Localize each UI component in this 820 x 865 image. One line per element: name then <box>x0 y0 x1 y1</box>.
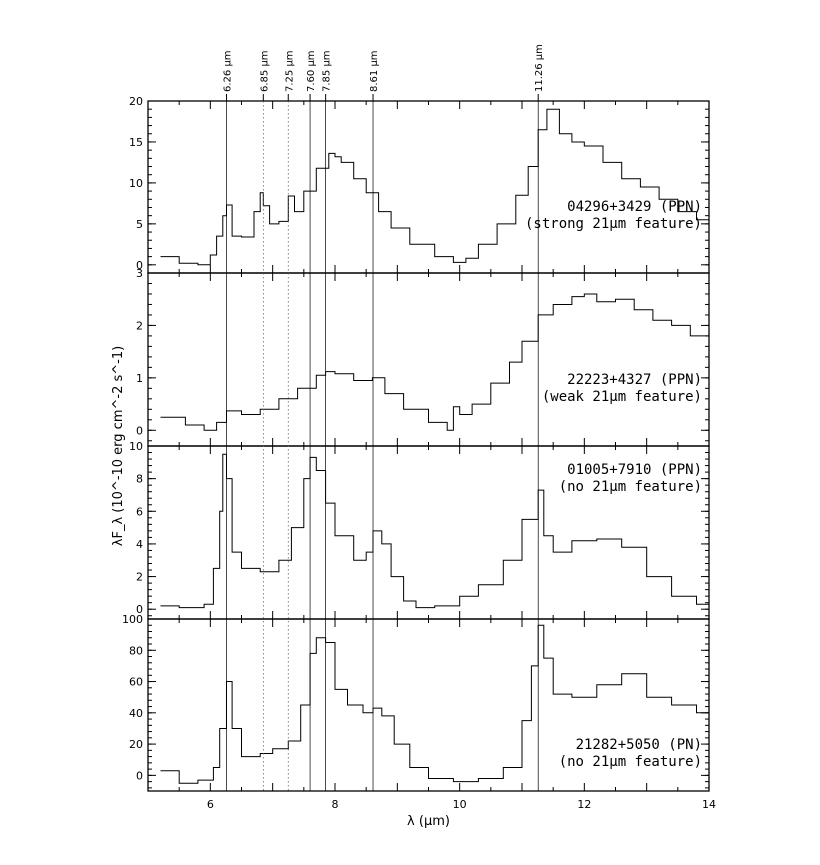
spectrum-line <box>160 293 710 431</box>
y-tick-label: 1 <box>136 372 143 385</box>
x-tick-label: 6 <box>207 798 214 811</box>
y-tick-label: 0 <box>136 769 143 782</box>
reference-line-label: 7.25 μm <box>284 50 295 92</box>
spectrum-line <box>160 108 710 266</box>
panel-annotation: 21282+5050 (PN) <box>576 737 702 753</box>
x-axis-label: λ (μm) <box>407 814 450 829</box>
y-tick-label: 8 <box>136 473 143 486</box>
y-tick-label: 80 <box>129 644 143 657</box>
y-tick-label: 20 <box>129 738 143 751</box>
y-tick-label: 20 <box>129 95 143 108</box>
y-tick-label: 10 <box>129 177 143 190</box>
panel-annotation: 01005+7910 (PPN) <box>567 462 702 478</box>
y-tick-label: 3 <box>136 267 143 280</box>
y-tick-label: 4 <box>136 538 143 551</box>
reference-lines <box>226 101 539 791</box>
panel-annotation: 04296+3429 (PPN) <box>567 199 702 215</box>
panel-annotation: (no 21μm feature) <box>559 479 702 495</box>
panel-4: 0 20 40 60 80 100 21282+5050 (PN)(no 21μm feat… <box>122 613 710 792</box>
panel-1: 0 5 10 15 20 04296+3429 (PPN)(strong 21μm fea… <box>129 95 710 274</box>
y-tick-label: 15 <box>129 136 143 149</box>
reference-line-label: 6.26 μm <box>223 50 234 92</box>
x-tick-label: 10 <box>453 798 467 811</box>
panel-annotation: 22223+4327 (PPN) <box>567 372 702 388</box>
y-tick-label: 60 <box>129 676 143 689</box>
reference-line-labels: 6.26 μm 6.85 μm 7.25 μm 7.60 μm 7.85 μm 8.61 … <box>223 44 545 101</box>
x-tick-label: 12 <box>577 798 591 811</box>
reference-line-label: 11.26 μm <box>534 44 545 92</box>
reference-line-label: 6.85 μm <box>259 50 270 92</box>
y-tick-label: 0 <box>136 603 143 616</box>
y-tick-label: 5 <box>136 218 143 231</box>
x-tick-label: 8 <box>332 798 339 811</box>
y-tick-label: 2 <box>136 319 143 332</box>
panel-annotation: (weak 21μm feature) <box>542 389 702 405</box>
y-tick-label: 100 <box>122 613 143 626</box>
panel-3: 0 2 4 6 8 10 01005+7910 (PPN)(no 21μm feature) <box>129 440 710 620</box>
panel-2: 0 1 2 3 22223+4327 (PPN)(weak 21μm feature) <box>136 267 710 447</box>
reference-line-label: 8.61 μm <box>369 50 380 92</box>
panel-frame <box>147 100 710 274</box>
x-tick-label: 14 <box>702 798 716 811</box>
panel-annotation: (strong 21μm feature) <box>525 216 702 232</box>
y-tick-label: 10 <box>129 440 143 453</box>
y-tick-label: 0 <box>136 259 143 272</box>
x-axis: 6 8 10 12 14 <box>207 798 716 811</box>
panel-annotation: (no 21μm feature) <box>559 754 702 770</box>
y-tick-label: 2 <box>136 571 143 584</box>
reference-line-label: 7.60 μm <box>306 50 317 92</box>
reference-line-label: 7.85 μm <box>322 50 333 92</box>
y-axis-label: λF_λ (10^-10 erg cm^-2 s^-1) <box>111 346 126 546</box>
y-tick-label: 6 <box>136 505 143 518</box>
y-tick-label: 0 <box>136 424 143 437</box>
y-tick-label: 40 <box>129 707 143 720</box>
spectrum-line <box>160 624 710 784</box>
